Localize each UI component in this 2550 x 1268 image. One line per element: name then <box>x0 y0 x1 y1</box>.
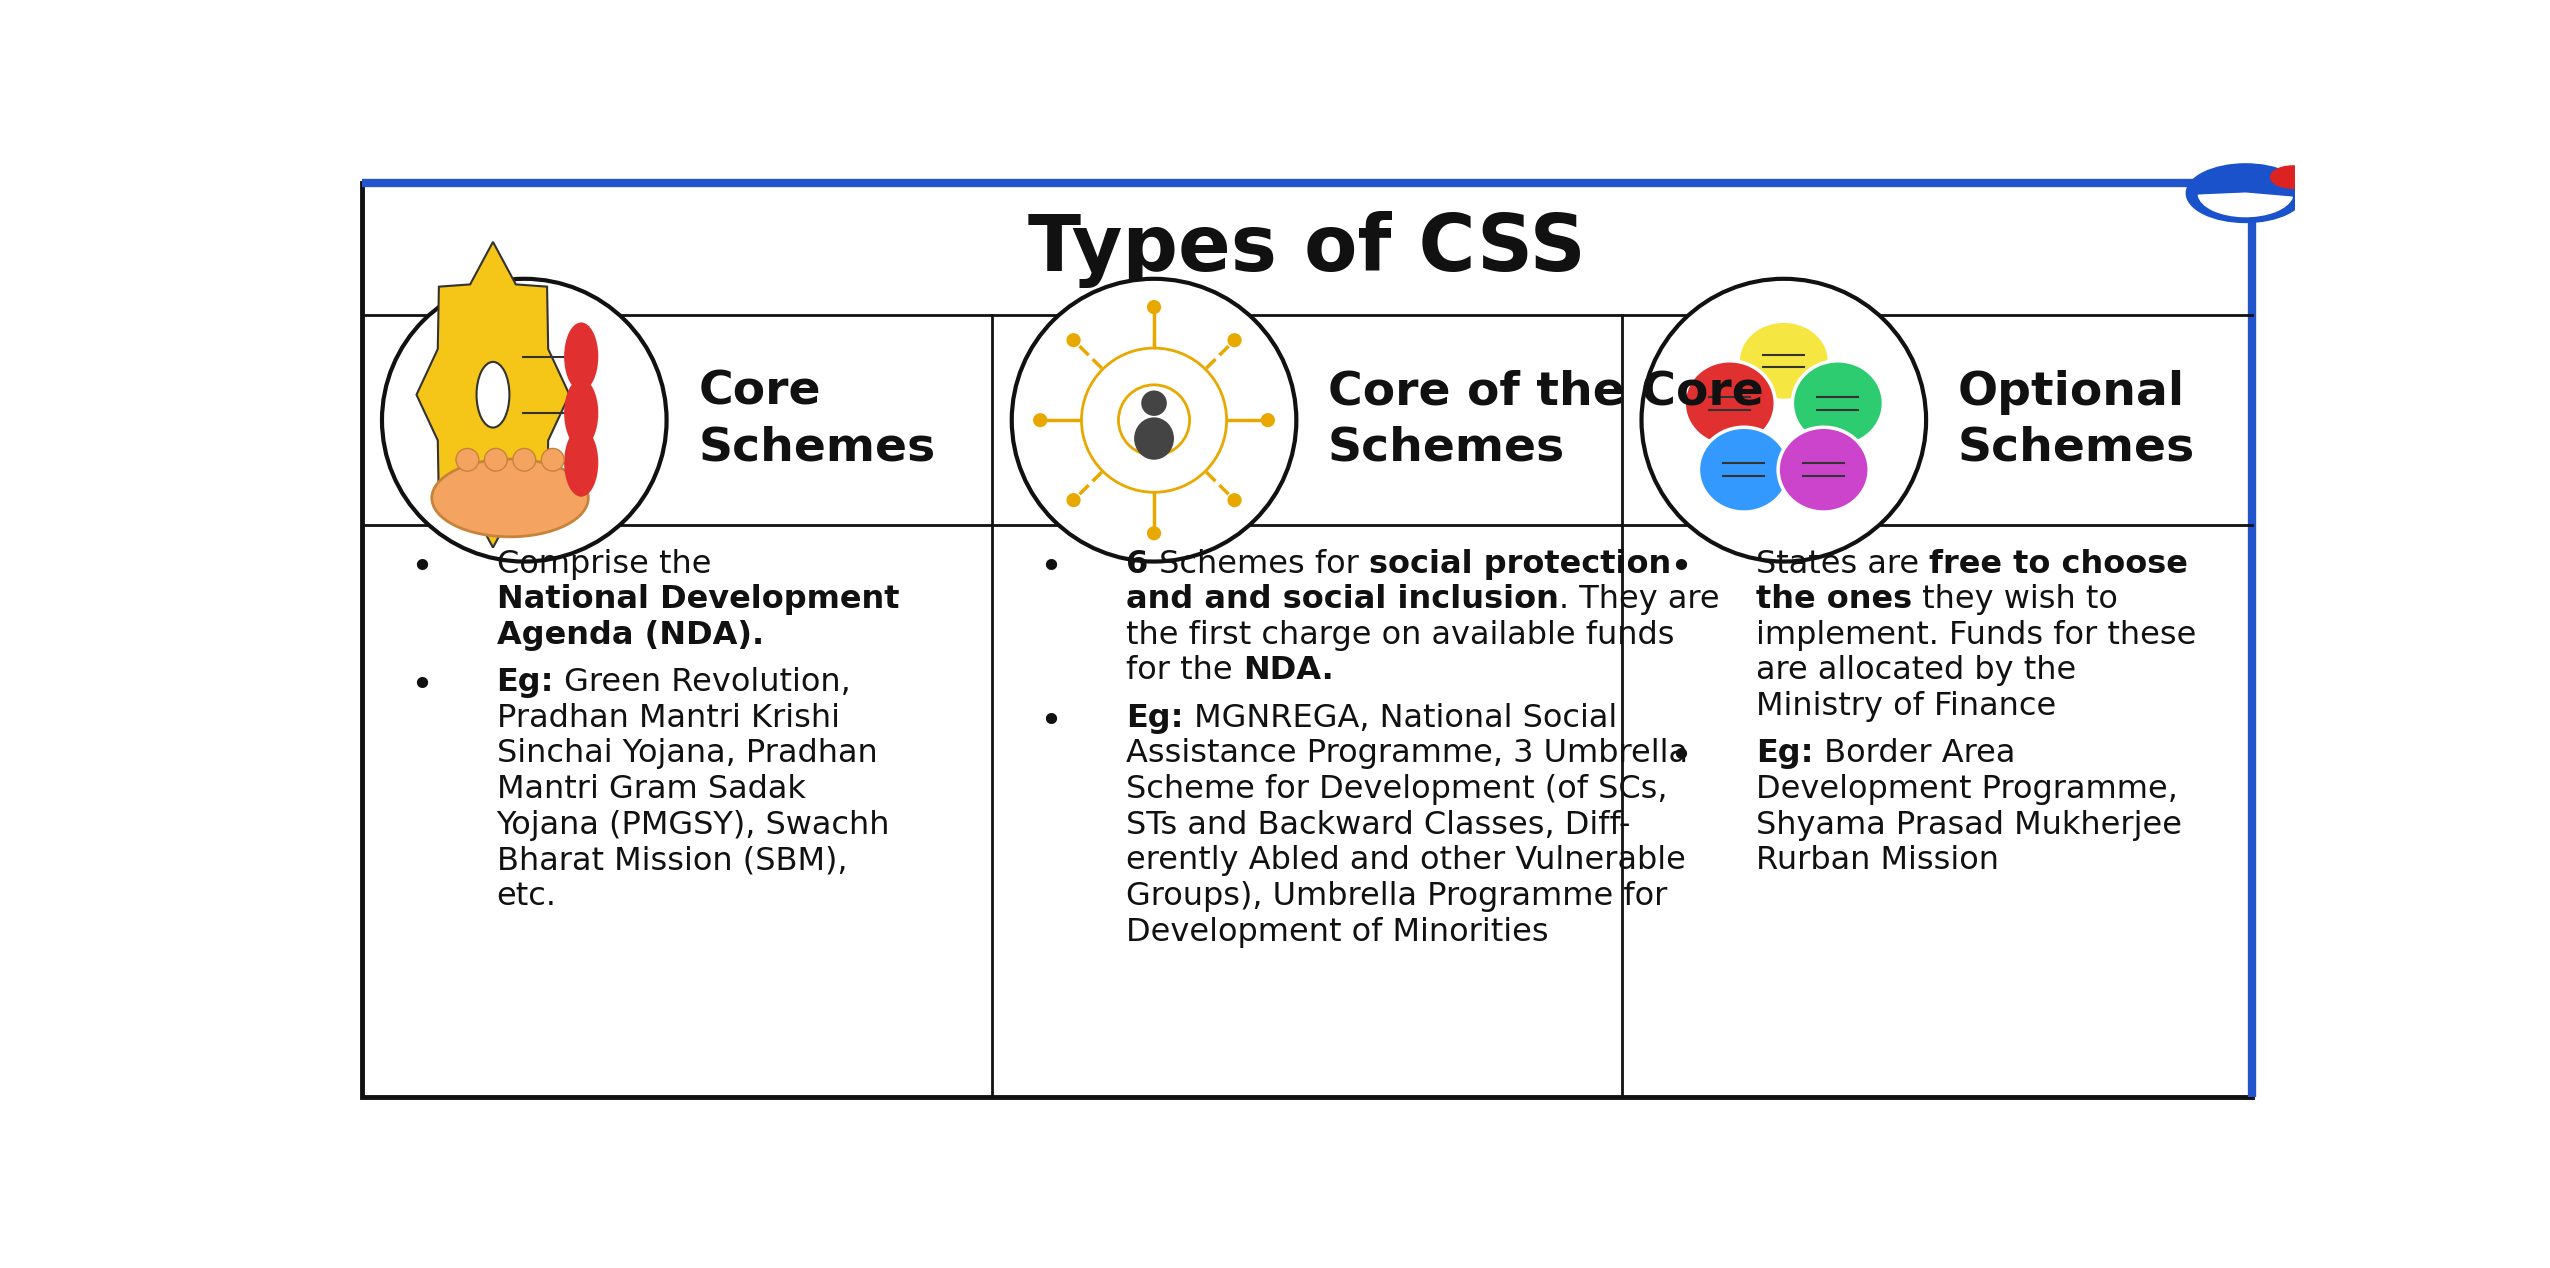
Ellipse shape <box>1698 427 1790 512</box>
Ellipse shape <box>1033 413 1048 427</box>
Ellipse shape <box>1260 413 1275 427</box>
Text: Agenda (NDA).: Agenda (NDA). <box>497 620 765 650</box>
Text: MGNREGA, National Social: MGNREGA, National Social <box>1183 702 1617 734</box>
Ellipse shape <box>564 379 599 448</box>
Text: Green Revolution,: Green Revolution, <box>553 667 852 699</box>
Ellipse shape <box>1793 361 1884 445</box>
Text: States are: States are <box>1757 549 1930 579</box>
Text: Comprise the: Comprise the <box>497 549 722 579</box>
Ellipse shape <box>513 449 536 472</box>
Ellipse shape <box>1135 417 1173 460</box>
Ellipse shape <box>1683 361 1775 445</box>
Text: •: • <box>411 549 434 587</box>
Ellipse shape <box>1142 391 1168 416</box>
Ellipse shape <box>1012 279 1295 562</box>
Text: Yojana (PMGSY), Swachh: Yojana (PMGSY), Swachh <box>497 810 890 841</box>
Ellipse shape <box>1227 493 1242 507</box>
Ellipse shape <box>1148 301 1160 314</box>
Text: •: • <box>1670 738 1693 776</box>
Ellipse shape <box>1642 279 1925 562</box>
Text: Pradhan Mantri Krishi: Pradhan Mantri Krishi <box>497 702 839 734</box>
Text: Sinchai Yojana, Pradhan: Sinchai Yojana, Pradhan <box>497 738 877 770</box>
Text: Core
Schemes: Core Schemes <box>699 370 936 470</box>
Text: •: • <box>411 667 434 705</box>
Text: 6: 6 <box>1127 549 1148 579</box>
Text: free to choose: free to choose <box>1930 549 2188 579</box>
Text: Development of Minorities: Development of Minorities <box>1127 917 1548 947</box>
Ellipse shape <box>564 429 599 497</box>
Text: social protection: social protection <box>1369 549 1670 579</box>
Ellipse shape <box>1148 526 1160 540</box>
Ellipse shape <box>1227 333 1242 347</box>
Text: STs and Backward Classes, Diff-: STs and Backward Classes, Diff- <box>1127 810 1632 841</box>
Text: Eg:: Eg: <box>1127 702 1183 734</box>
Text: •: • <box>1040 702 1063 741</box>
Ellipse shape <box>1777 427 1869 512</box>
Circle shape <box>2185 164 2305 222</box>
Ellipse shape <box>541 449 564 472</box>
Text: Optional
Schemes: Optional Schemes <box>1958 370 2196 470</box>
Text: Schemes for: Schemes for <box>1148 549 1369 579</box>
Text: Shyama Prasad Mukherjee: Shyama Prasad Mukherjee <box>1757 810 2183 841</box>
Text: the first charge on available funds: the first charge on available funds <box>1127 620 1675 650</box>
Ellipse shape <box>477 361 510 427</box>
Ellipse shape <box>1066 333 1081 347</box>
Text: Bharat Mission (SBM),: Bharat Mission (SBM), <box>497 846 847 876</box>
Text: Scheme for Development (of SCs,: Scheme for Development (of SCs, <box>1127 773 1668 805</box>
Ellipse shape <box>484 449 507 472</box>
Text: they wish to: they wish to <box>1912 585 2119 615</box>
Text: Core of the Core
Schemes: Core of the Core Schemes <box>1329 370 1765 470</box>
Ellipse shape <box>564 322 599 391</box>
Text: erently Abled and other Vulnerable: erently Abled and other Vulnerable <box>1127 846 1686 876</box>
Ellipse shape <box>456 449 479 472</box>
Text: Ministry of Finance: Ministry of Finance <box>1757 691 2055 721</box>
Text: NDA.: NDA. <box>1244 656 1334 686</box>
Text: National Development: National Development <box>497 585 900 615</box>
Text: Rurban Mission: Rurban Mission <box>1757 846 1999 876</box>
Polygon shape <box>416 242 569 548</box>
Text: Eg:: Eg: <box>1757 738 1813 770</box>
Text: Groups), Umbrella Programme for: Groups), Umbrella Programme for <box>1127 881 1668 912</box>
Text: Mantri Gram Sadak: Mantri Gram Sadak <box>497 773 806 805</box>
Text: the ones: the ones <box>1757 585 1912 615</box>
Text: implement. Funds for these: implement. Funds for these <box>1757 620 2196 650</box>
Text: etc.: etc. <box>497 881 556 912</box>
Text: Types of CSS: Types of CSS <box>1028 210 1586 288</box>
Ellipse shape <box>382 279 666 562</box>
Circle shape <box>2270 166 2315 188</box>
Text: •: • <box>1670 549 1693 587</box>
Wedge shape <box>2198 193 2292 217</box>
Ellipse shape <box>1119 384 1191 455</box>
Text: and and social inclusion: and and social inclusion <box>1127 585 1558 615</box>
Ellipse shape <box>1066 493 1081 507</box>
Text: Assistance Programme, 3 Umbrella: Assistance Programme, 3 Umbrella <box>1127 738 1688 770</box>
Text: . They are: . They are <box>1558 585 1719 615</box>
Text: Development Programme,: Development Programme, <box>1757 773 2178 805</box>
Ellipse shape <box>1739 321 1828 401</box>
Ellipse shape <box>431 459 589 536</box>
Text: are allocated by the: are allocated by the <box>1757 656 2076 686</box>
Text: •: • <box>1040 549 1063 587</box>
Text: for the: for the <box>1127 656 1244 686</box>
Text: Eg:: Eg: <box>497 667 553 699</box>
Text: Border Area: Border Area <box>1813 738 2015 770</box>
